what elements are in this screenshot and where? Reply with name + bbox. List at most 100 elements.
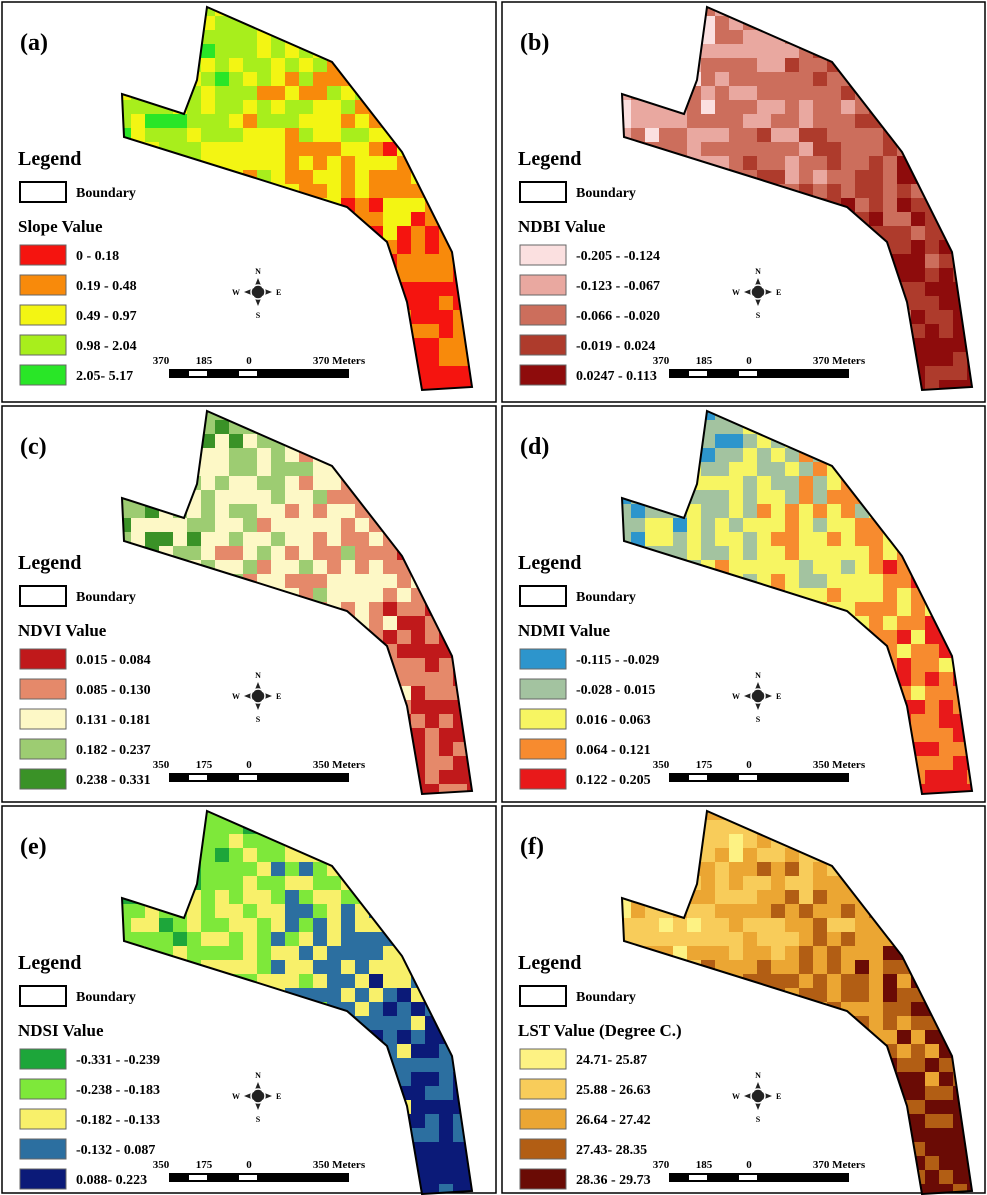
map-cell — [827, 72, 842, 87]
map-cell — [215, 448, 230, 463]
map-cell — [645, 72, 660, 87]
map-cell — [229, 44, 244, 59]
map-cell — [271, 756, 286, 771]
map-cell — [243, 324, 258, 339]
map-cell — [355, 672, 370, 687]
map-cell — [271, 254, 286, 269]
map-cell — [187, 918, 202, 933]
map-cell — [687, 532, 702, 547]
map-raster — [617, 806, 982, 1195]
map-cell — [855, 462, 870, 477]
map-cell — [743, 184, 758, 199]
map-cell — [229, 658, 244, 673]
map-cell — [743, 338, 758, 353]
map-cell — [715, 518, 730, 533]
map-cell — [967, 532, 982, 547]
map-cell — [813, 1044, 828, 1059]
map-cell — [897, 918, 912, 933]
map-cell — [939, 462, 954, 477]
map-cell — [701, 728, 716, 743]
map-cell — [299, 1044, 314, 1059]
map-cell — [925, 1114, 940, 1129]
map-cell — [369, 142, 384, 157]
map-cell — [897, 128, 912, 143]
map-cell — [439, 420, 454, 435]
map-cell — [383, 30, 398, 45]
map-cell — [159, 834, 174, 849]
map-cell — [285, 820, 300, 835]
map-cell — [967, 820, 982, 835]
map-cell — [785, 1114, 800, 1129]
map-cell — [411, 504, 426, 519]
map-cell — [411, 1002, 426, 1017]
map-cell — [285, 1128, 300, 1143]
map-cell — [617, 448, 632, 463]
map-cell — [687, 932, 702, 947]
map-cell — [659, 1002, 674, 1017]
map-cell — [715, 44, 730, 59]
map-cell — [687, 974, 702, 989]
map-cell — [827, 518, 842, 533]
map-cell — [425, 170, 440, 185]
map-cell — [271, 448, 286, 463]
map-cell — [925, 2, 940, 17]
map-cell — [883, 100, 898, 115]
map-cell — [243, 588, 258, 603]
map-cell — [439, 268, 454, 283]
map-cell — [631, 420, 646, 435]
map-cell — [925, 1142, 940, 1157]
map-cell — [813, 742, 828, 757]
map-cell — [827, 1142, 842, 1157]
map-cell — [383, 588, 398, 603]
map-cell — [243, 784, 258, 799]
map-cell — [701, 574, 716, 589]
map-cell — [187, 1002, 202, 1017]
map-cell — [383, 462, 398, 477]
map-cell — [841, 904, 856, 919]
map-cell — [967, 226, 982, 241]
map-cell — [187, 1072, 202, 1087]
map-cell — [827, 44, 842, 59]
map-cell — [215, 1072, 230, 1087]
scale-label: 370 Meters — [813, 1159, 866, 1171]
panel: (c)LegendBoundaryNDVI Value0.015 - 0.084… — [18, 406, 482, 799]
map-cell — [799, 16, 814, 31]
map-cell — [841, 1016, 856, 1031]
map-cell — [645, 420, 660, 435]
map-cell — [687, 834, 702, 849]
map-raster — [617, 2, 982, 395]
map-cell — [855, 946, 870, 961]
map-cell — [271, 1016, 286, 1031]
map-cell — [869, 1044, 884, 1059]
map-cell — [341, 1128, 356, 1143]
map-cell — [145, 462, 160, 477]
map-cell — [467, 1030, 482, 1045]
map-cell — [645, 1058, 660, 1073]
map-cell — [215, 904, 230, 919]
map-cell — [243, 1030, 258, 1045]
map-cell — [715, 1114, 730, 1129]
map-cell — [813, 714, 828, 729]
map-cell — [159, 1142, 174, 1157]
map-cell — [299, 254, 314, 269]
map-cell — [425, 434, 440, 449]
map-cell — [215, 1002, 230, 1017]
map-cell — [467, 296, 482, 311]
map-cell — [229, 784, 244, 799]
map-cell — [299, 352, 314, 367]
map-cell — [215, 820, 230, 835]
map-cell — [869, 30, 884, 45]
map-cell — [411, 380, 426, 395]
map-cell — [631, 462, 646, 477]
map-cell — [939, 128, 954, 143]
map-cell — [673, 1044, 688, 1059]
map-cell — [813, 532, 828, 547]
map-cell — [411, 420, 426, 435]
map-cell — [145, 380, 160, 395]
map-cell — [159, 988, 174, 1003]
map-cell — [967, 184, 982, 199]
map-cell — [925, 728, 940, 743]
map-cell — [673, 352, 688, 367]
map-cell — [883, 904, 898, 919]
map-cell — [659, 170, 674, 185]
